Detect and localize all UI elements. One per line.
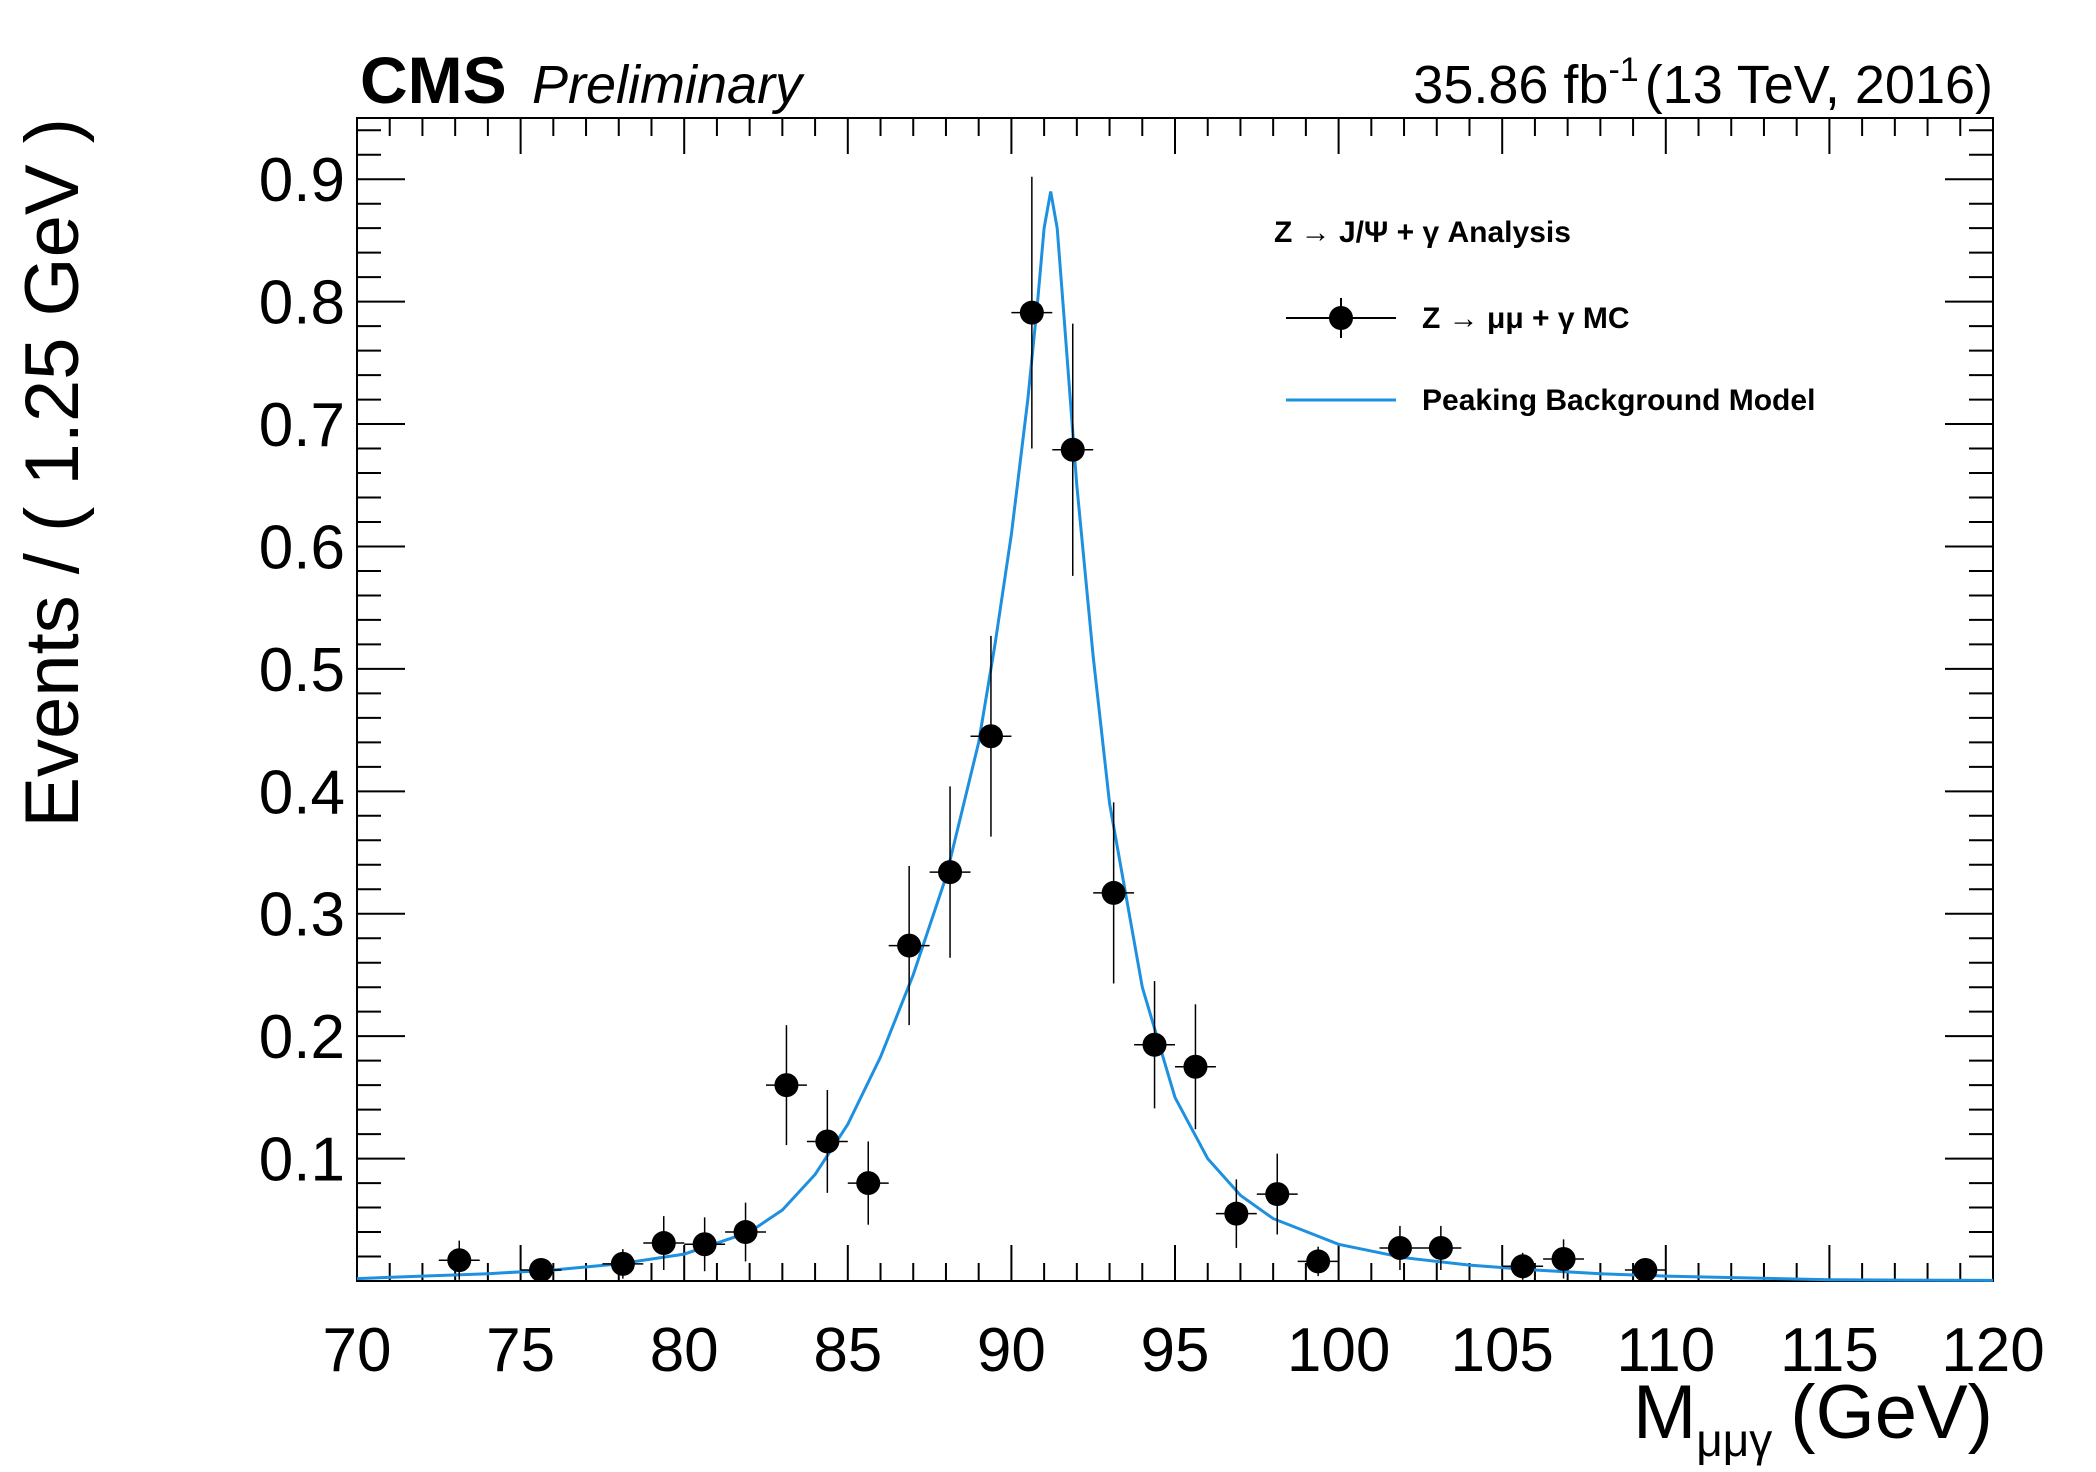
- data-point: [1175, 1004, 1216, 1130]
- data-point-marker: [1101, 880, 1126, 905]
- data-point: [1011, 176, 1053, 449]
- x-tick-label: 70: [323, 1316, 392, 1385]
- x-tick-label: 90: [977, 1316, 1046, 1385]
- data-point: [1052, 323, 1094, 576]
- data-point: [847, 1141, 889, 1225]
- experiment-label: CMS: [360, 43, 507, 117]
- data-point-marker: [1306, 1249, 1331, 1274]
- lumi-exponent: -1: [1608, 51, 1638, 89]
- legend-data-label: Z → μμ + γ MC: [1422, 302, 1630, 335]
- x-axis-title: Mμμγ (GeV): [1633, 1370, 1993, 1466]
- mc-data-points: [438, 176, 1666, 1282]
- data-point-marker: [1633, 1257, 1658, 1282]
- data-point-marker: [1551, 1246, 1576, 1271]
- y-tick-label: 0.2: [259, 1003, 345, 1072]
- data-point-marker: [1387, 1235, 1412, 1260]
- legend: Z → J/Ψ + γ Analysis Z → μμ + γ MC Peaki…: [1274, 216, 1815, 417]
- data-point-marker: [610, 1251, 635, 1276]
- y-tick-label: 0.8: [259, 269, 345, 338]
- x-tick-label: 115: [1780, 1316, 1879, 1385]
- x-tick-label: 95: [1141, 1316, 1210, 1385]
- y-tick-labels: 0.1 0.2 0.3 0.4 0.5 0.6 0.7 0.8 0.9: [259, 146, 345, 1194]
- data-point: [929, 786, 971, 958]
- data-point: [1256, 1153, 1298, 1235]
- data-point-marker: [774, 1073, 799, 1098]
- data-point-marker: [1224, 1201, 1249, 1226]
- data-point: [1215, 1179, 1257, 1248]
- data-point: [1379, 1225, 1421, 1270]
- axis-ticks: [356, 118, 1994, 1282]
- y-tick-label: 0.1: [259, 1126, 345, 1195]
- data-point: [1624, 1257, 1666, 1282]
- data-point-marker: [978, 724, 1003, 749]
- data-point-marker: [815, 1129, 840, 1154]
- x-tick-label: 80: [650, 1316, 719, 1385]
- data-point-marker: [1183, 1054, 1208, 1079]
- x-tick-label: 85: [813, 1316, 882, 1385]
- x-tick-label: 75: [486, 1316, 555, 1385]
- x-axis-title-unit: (GeV): [1790, 1370, 1993, 1455]
- data-point: [520, 1257, 562, 1282]
- y-tick-label: 0.6: [259, 513, 345, 582]
- data-point: [1420, 1225, 1462, 1270]
- data-point-marker: [733, 1220, 758, 1245]
- x-axis-title-main: M: [1633, 1370, 1696, 1455]
- y-tick-label: 0.9: [259, 146, 345, 215]
- x-tick-labels: 70 75 80 85 90 95 100 105 110 115 120: [323, 1316, 2045, 1385]
- data-point-marker: [447, 1248, 472, 1273]
- data-point: [1297, 1246, 1339, 1277]
- data-point-marker: [651, 1231, 676, 1256]
- data-point: [766, 1025, 807, 1146]
- x-tick-label: 100: [1287, 1316, 1390, 1385]
- y-axis-title: Events / ( 1.25 GeV ): [10, 118, 95, 828]
- data-point-marker: [1510, 1254, 1535, 1279]
- data-point: [725, 1202, 766, 1262]
- status-label: Preliminary: [532, 55, 805, 115]
- y-tick-label: 0.4: [259, 758, 345, 827]
- data-point: [806, 1090, 848, 1193]
- lumi-value: 35.86 fb: [1413, 55, 1608, 115]
- data-point: [970, 635, 1012, 837]
- data-point-marker: [529, 1257, 554, 1282]
- legend-model-label: Peaking Background Model: [1422, 384, 1815, 417]
- plot-frame: [356, 117, 1994, 1282]
- data-point-marker: [856, 1171, 881, 1196]
- y-tick-label: 0.3: [259, 881, 345, 950]
- data-point: [643, 1216, 685, 1270]
- data-point: [684, 1217, 726, 1272]
- legend-data-marker: [1329, 306, 1353, 330]
- x-tick-label: 110: [1616, 1316, 1715, 1385]
- data-point-marker: [1142, 1032, 1167, 1057]
- data-point-marker: [1265, 1182, 1290, 1207]
- data-point: [1093, 802, 1135, 984]
- data-point-marker: [692, 1232, 717, 1257]
- legend-header: Z → J/Ψ + γ Analysis: [1274, 216, 1571, 249]
- data-point: [888, 865, 930, 1026]
- data-point-marker: [1019, 300, 1044, 325]
- data-point-marker: [1060, 437, 1085, 462]
- data-point-marker: [938, 860, 963, 885]
- y-tick-label: 0.5: [259, 636, 345, 705]
- x-tick-label: 105: [1450, 1316, 1553, 1385]
- data-point: [1134, 981, 1175, 1109]
- data-point-marker: [1428, 1235, 1453, 1260]
- x-tick-label: 120: [1941, 1316, 2044, 1385]
- data-point: [438, 1240, 480, 1280]
- y-tick-label: 0.7: [259, 391, 345, 460]
- lumi-conditions: (13 TeV, 2016): [1645, 55, 1993, 115]
- x-axis-title-subscript: μμγ: [1696, 1414, 1772, 1466]
- peaking-background-curve: [356, 191, 1994, 1282]
- data-point-marker: [897, 933, 922, 958]
- data-point: [1502, 1252, 1544, 1280]
- lumi-label: 35.86 fb-1 (13 TeV, 2016): [1413, 51, 1993, 115]
- data-point: [602, 1249, 644, 1279]
- data-point: [1543, 1239, 1584, 1279]
